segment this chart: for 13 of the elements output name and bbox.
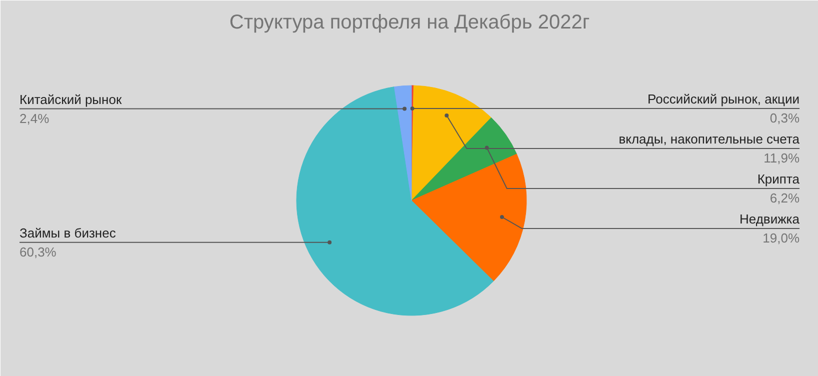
- slice-label: Недвижка: [740, 212, 800, 227]
- slice-label: Займы в бизнес: [20, 225, 116, 240]
- slice-label: вклады, накопительные счета: [618, 132, 800, 147]
- slice-label: Российский рынок, акции: [648, 92, 800, 107]
- data-label: 19,0%: [762, 230, 800, 246]
- data-label: 11,9%: [764, 150, 800, 166]
- slice-label: Китайский рынок: [20, 92, 122, 107]
- chart-title: Структура портфеля на Декабрь 2022г: [229, 12, 590, 34]
- data-label: 2,4%: [20, 110, 50, 126]
- data-label: 60,3%: [20, 244, 57, 260]
- slice-label: Крипта: [757, 172, 800, 187]
- data-label: 6,2%: [770, 190, 800, 206]
- data-label: 0,3%: [770, 110, 800, 126]
